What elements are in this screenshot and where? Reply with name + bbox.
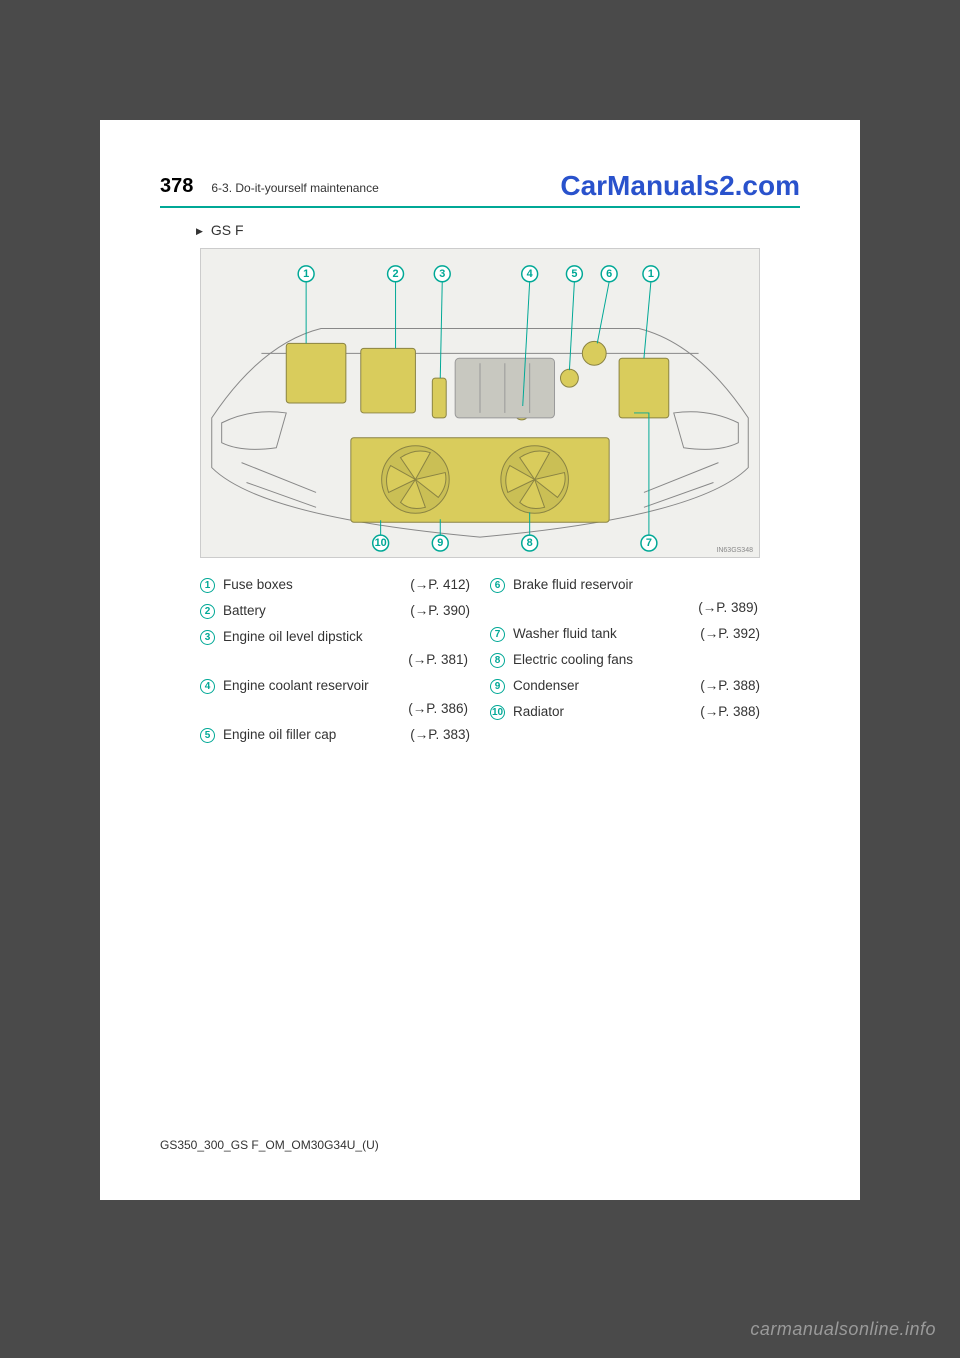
legend: 1 Fuse boxes(→P. 412) 2 Battery(→P. 390) 3 En… — [200, 574, 760, 750]
callout-top-6: 6 — [601, 266, 617, 282]
svg-text:6: 6 — [606, 268, 612, 280]
legend-label: Condenser — [513, 675, 700, 698]
brake-reservoir — [582, 341, 606, 365]
legend-item: 5 Engine oil filler cap(→P. 383) — [200, 724, 470, 747]
legend-label: Washer fluid tank — [513, 623, 700, 646]
legend-page-ref: (→P. 388) — [700, 701, 760, 724]
watermark-top: CarManuals2.com — [560, 170, 800, 202]
legend-num-icon: 10 — [490, 705, 505, 720]
legend-page-ref: (→P. 381) — [200, 649, 470, 672]
header-left: 378 6-3. Do-it-yourself maintenance — [160, 175, 379, 198]
legend-item: 10 Radiator(→P. 388) — [490, 701, 760, 724]
legend-num-icon: 2 — [200, 604, 215, 619]
section-title: GS F — [196, 222, 800, 238]
legend-col-left: 1 Fuse boxes(→P. 412) 2 Battery(→P. 390) 3 En… — [200, 574, 470, 750]
grille-line — [644, 463, 719, 493]
legend-page-ref: (→P. 383) — [410, 724, 470, 747]
svg-text:3: 3 — [439, 268, 445, 280]
legend-item: 3 Engine oil level dipstick(→P. 381) — [200, 626, 470, 672]
legend-item: 6 Brake fluid reservoir(→P. 389) — [490, 574, 760, 620]
legend-label: Engine oil filler cap — [223, 724, 410, 747]
legend-label: Battery — [223, 600, 410, 623]
manual-page: 378 6-3. Do-it-yourself maintenance CarM… — [100, 120, 860, 1200]
header-divider — [160, 206, 800, 208]
legend-num-icon: 7 — [490, 627, 505, 642]
legend-label: Radiator — [513, 701, 700, 724]
watermark-bottom: carmanualsonline.info — [750, 1319, 936, 1340]
legend-item: 7 Washer fluid tank(→P. 392) — [490, 623, 760, 646]
legend-page-ref: (→P. 390) — [410, 600, 470, 623]
svg-text:9: 9 — [437, 537, 443, 549]
callout-top-3: 3 — [434, 266, 450, 282]
legend-item: 1 Fuse boxes(→P. 412) — [200, 574, 470, 597]
svg-text:10: 10 — [375, 537, 387, 549]
svg-text:1: 1 — [648, 268, 654, 280]
headlight-left — [222, 412, 287, 450]
callout-top-1: 1 — [298, 266, 314, 282]
legend-label: Electric cooling fans — [513, 649, 760, 672]
page-number: 378 — [160, 175, 193, 198]
grille-line — [242, 463, 317, 493]
headlight-right — [674, 412, 739, 450]
diagram-code: IN63GS348 — [716, 547, 753, 554]
callout-bottom-10: 10 — [373, 535, 389, 551]
svg-text:8: 8 — [527, 537, 533, 549]
legend-num-icon: 9 — [490, 679, 505, 694]
legend-num-icon: 5 — [200, 728, 215, 743]
svg-text:2: 2 — [393, 268, 399, 280]
dipstick — [432, 378, 446, 418]
legend-label: Engine oil level dipstick — [223, 626, 470, 649]
svg-text:1: 1 — [303, 268, 309, 280]
legend-num-icon: 8 — [490, 653, 505, 668]
legend-item: 4 Engine coolant reservoir(→P. 386) — [200, 675, 470, 721]
callout-bottom-7: 7 — [641, 535, 657, 551]
legend-page-ref: (→P. 388) — [700, 675, 760, 698]
callout-top-1b: 1 — [643, 266, 659, 282]
legend-page-ref: (→P. 389) — [490, 597, 760, 620]
svg-text:7: 7 — [646, 537, 652, 549]
svg-text:4: 4 — [527, 268, 533, 280]
breadcrumb: 6-3. Do-it-yourself maintenance — [211, 181, 378, 195]
callout-bottom-9: 9 — [432, 535, 448, 551]
legend-num-icon: 4 — [200, 679, 215, 694]
engine-diagram: 1 2 3 4 5 6 1 10 9 8 7 IN63GS348 — [200, 248, 760, 558]
legend-page-ref: (→P. 386) — [200, 698, 470, 721]
callout-top-5: 5 — [566, 266, 582, 282]
legend-num-icon: 6 — [490, 578, 505, 593]
legend-col-right: 6 Brake fluid reservoir(→P. 389) 7 Washer f… — [490, 574, 760, 750]
engine-diagram-svg: 1 2 3 4 5 6 1 10 9 8 7 — [201, 249, 759, 557]
callout-top-2: 2 — [388, 266, 404, 282]
fuse-box-right — [619, 358, 669, 418]
battery-part — [361, 348, 416, 413]
oil-cap — [560, 369, 578, 387]
legend-item: 8 Electric cooling fans — [490, 649, 760, 672]
fuse-box-left — [286, 343, 346, 403]
legend-item: 9 Condenser(→P. 388) — [490, 675, 760, 698]
page-header: 378 6-3. Do-it-yourself maintenance CarM… — [160, 170, 800, 202]
legend-label: Brake fluid reservoir — [513, 574, 760, 597]
svg-text:5: 5 — [571, 268, 577, 280]
legend-num-icon: 3 — [200, 630, 215, 645]
callout-bottom-8: 8 — [522, 535, 538, 551]
callout-top-4: 4 — [522, 266, 538, 282]
legend-label: Engine coolant reservoir — [223, 675, 470, 698]
legend-label: Fuse boxes — [223, 574, 410, 597]
legend-page-ref: (→P. 392) — [700, 623, 760, 646]
legend-num-icon: 1 — [200, 578, 215, 593]
legend-item: 2 Battery(→P. 390) — [200, 600, 470, 623]
footer-code: GS350_300_GS F_OM_OM30G34U_(U) — [160, 1138, 379, 1152]
legend-page-ref: (→P. 412) — [410, 574, 470, 597]
